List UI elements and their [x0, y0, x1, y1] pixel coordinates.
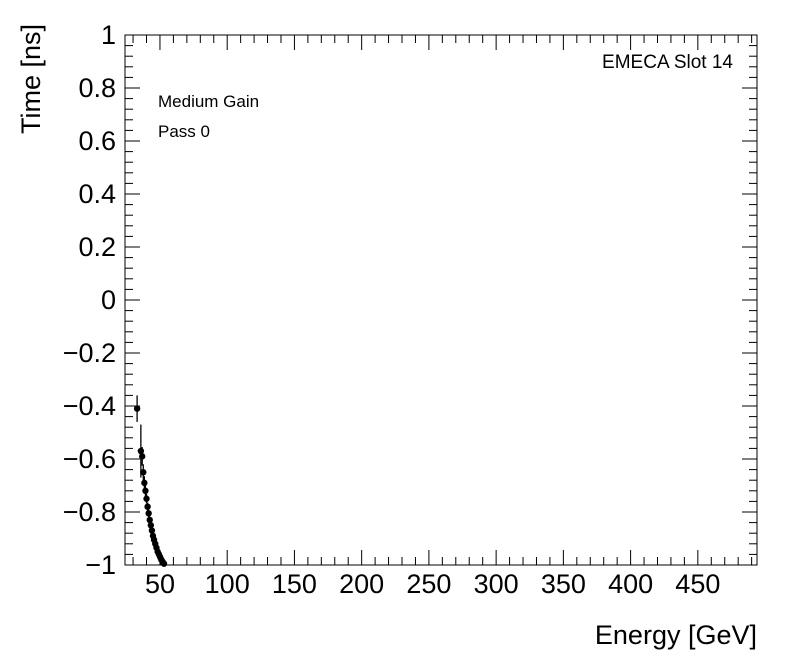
data-point: [144, 503, 151, 510]
y-tick-label: −0.4: [63, 391, 116, 421]
data-point: [148, 527, 156, 534]
x-tick-label: 200: [339, 569, 384, 599]
plot-frame: [124, 34, 758, 566]
data-point: [140, 469, 147, 476]
x-tick-label: 50: [145, 569, 175, 599]
data-point: [146, 516, 153, 524]
y-tick-label: −0.8: [63, 497, 116, 527]
x-tick-label: 450: [675, 569, 720, 599]
data-point: [160, 560, 168, 567]
corner-label-slot: EMECA Slot 14: [602, 52, 733, 73]
y-tick-label: 1: [101, 20, 116, 50]
data-point: [141, 479, 148, 487]
y-tick-label: 0: [101, 285, 116, 315]
data-point: [145, 510, 152, 517]
x-tick-label: 400: [608, 569, 653, 599]
y-tick-label: −0.6: [63, 444, 116, 474]
data-point: [133, 405, 141, 412]
data-point: [139, 453, 146, 460]
y-tick-label: 0.6: [78, 126, 116, 156]
x-tick-label: 300: [474, 569, 519, 599]
y-tick-label: 0.2: [78, 232, 116, 262]
data-point: [143, 495, 150, 502]
data-point: [147, 522, 155, 529]
annotation-pass: Pass 0: [158, 122, 210, 141]
y-tick-label: 0.8: [78, 73, 116, 103]
y-tick-label: −1: [85, 550, 116, 580]
x-tick-label: 100: [205, 569, 250, 599]
x-tick-label: 350: [541, 569, 586, 599]
x-tick-label: 250: [406, 569, 451, 599]
annotation-gain: Medium Gain: [158, 92, 260, 111]
y-tick-label: −0.2: [63, 338, 116, 368]
y-axis-title: Time [ns]: [16, 23, 46, 134]
x-tick-label: 150: [272, 569, 317, 599]
x-axis-title: Energy [GeV]: [594, 620, 757, 650]
y-tick-label: 0.4: [78, 179, 116, 209]
data-point: [142, 487, 149, 494]
